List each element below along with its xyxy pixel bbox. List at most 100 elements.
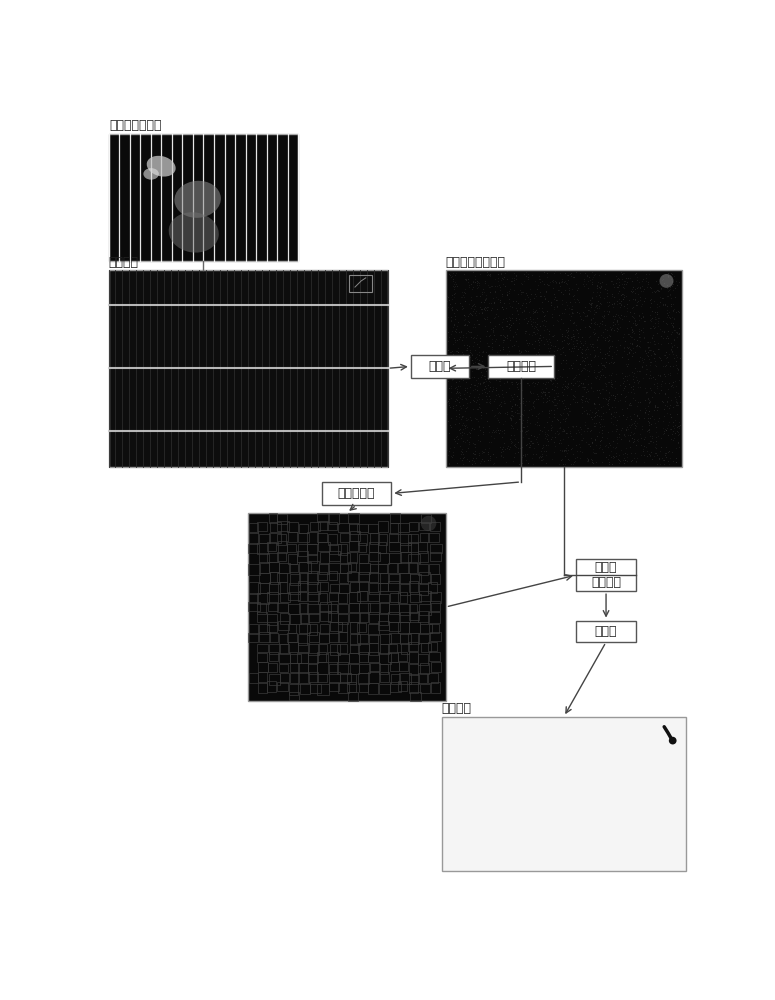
Point — [467, 275, 480, 291]
Point — [472, 370, 484, 386]
Point — [629, 315, 642, 331]
Point — [537, 329, 549, 345]
Point — [561, 369, 574, 385]
Point — [559, 444, 571, 460]
Point — [606, 287, 618, 303]
Point — [605, 410, 618, 426]
Point — [555, 312, 567, 328]
Point — [546, 403, 558, 419]
Point — [488, 425, 501, 441]
Point — [632, 337, 644, 353]
Point — [656, 451, 668, 467]
Point — [643, 447, 656, 463]
Point — [566, 266, 578, 282]
Point — [456, 418, 468, 434]
Point — [459, 307, 471, 323]
Point — [531, 304, 543, 320]
Point — [637, 443, 649, 459]
Point — [451, 382, 463, 398]
Point — [490, 284, 502, 300]
Point — [474, 317, 486, 333]
Point — [649, 351, 661, 367]
Point — [611, 404, 623, 420]
Point — [516, 383, 529, 399]
Point — [591, 277, 604, 293]
Point — [607, 339, 619, 355]
Point — [628, 431, 640, 447]
Point — [542, 433, 555, 449]
Point — [668, 337, 680, 353]
Point — [506, 270, 518, 286]
Point — [509, 436, 522, 452]
Point — [459, 382, 471, 398]
Point — [465, 430, 477, 446]
Point — [566, 419, 578, 435]
Point — [585, 298, 598, 314]
Point — [578, 360, 591, 376]
Point — [638, 370, 650, 386]
Point — [455, 371, 467, 387]
Point — [659, 347, 671, 363]
Point — [494, 364, 506, 380]
Point — [603, 304, 615, 320]
Point — [443, 267, 456, 283]
Point — [632, 293, 645, 309]
Point — [527, 349, 539, 365]
Point — [482, 371, 494, 387]
Point — [597, 398, 609, 414]
Point — [597, 309, 609, 325]
Point — [670, 394, 683, 410]
Point — [553, 436, 565, 452]
Point — [636, 299, 648, 315]
Point — [580, 391, 593, 407]
Point — [649, 399, 662, 415]
Point — [605, 376, 618, 392]
Point — [570, 318, 583, 334]
Point — [466, 412, 478, 428]
Point — [589, 397, 601, 413]
Point — [615, 297, 627, 313]
Point — [571, 291, 584, 307]
Point — [644, 293, 656, 309]
Point — [535, 450, 547, 466]
Point — [468, 437, 480, 453]
Point — [503, 343, 515, 359]
Point — [561, 268, 574, 284]
Point — [447, 445, 460, 461]
Point — [517, 407, 529, 423]
Point — [619, 452, 632, 468]
Point — [519, 449, 532, 465]
Point — [519, 356, 532, 372]
Point — [631, 407, 643, 423]
Point — [447, 272, 460, 288]
Point — [587, 290, 599, 306]
Point — [609, 309, 622, 325]
Point — [566, 360, 578, 376]
Point — [444, 380, 456, 396]
Point — [625, 330, 637, 346]
Point — [548, 389, 560, 405]
Point — [449, 381, 462, 397]
Point — [611, 343, 624, 359]
Point — [456, 409, 469, 425]
Point — [635, 437, 647, 453]
Point — [552, 376, 564, 392]
Point — [542, 336, 554, 352]
Point — [505, 401, 518, 417]
Point — [650, 433, 663, 449]
Point — [523, 403, 536, 419]
Point — [614, 292, 626, 308]
Point — [673, 321, 685, 337]
Point — [506, 339, 518, 355]
Point — [446, 344, 458, 360]
Point — [510, 415, 522, 431]
Point — [521, 394, 533, 410]
Point — [519, 325, 532, 341]
Point — [596, 280, 608, 296]
Point — [444, 441, 456, 457]
Point — [476, 369, 488, 385]
Point — [673, 372, 686, 388]
Point — [477, 345, 489, 361]
Point — [487, 341, 499, 357]
Point — [498, 329, 511, 345]
